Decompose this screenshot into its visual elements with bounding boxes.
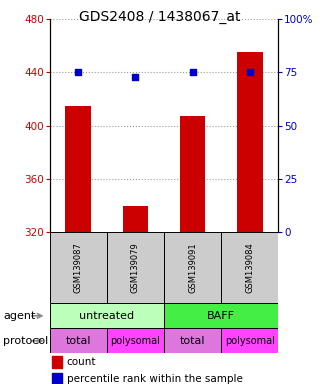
Text: polysomal: polysomal bbox=[225, 336, 275, 346]
Text: GSM139091: GSM139091 bbox=[188, 243, 197, 293]
Bar bbox=[50, 328, 107, 353]
Text: protocol: protocol bbox=[3, 336, 48, 346]
Bar bbox=[221, 328, 278, 353]
Bar bbox=[65, 106, 91, 232]
Bar bbox=[164, 303, 278, 328]
Bar bbox=[221, 232, 278, 303]
Text: total: total bbox=[180, 336, 205, 346]
Bar bbox=[107, 328, 164, 353]
Text: GSM139084: GSM139084 bbox=[245, 242, 254, 293]
Bar bbox=[52, 373, 62, 384]
Text: untreated: untreated bbox=[79, 311, 134, 321]
Text: GDS2408 / 1438067_at: GDS2408 / 1438067_at bbox=[79, 10, 241, 23]
Text: BAFF: BAFF bbox=[207, 311, 235, 321]
Text: percentile rank within the sample: percentile rank within the sample bbox=[67, 374, 243, 384]
Bar bbox=[107, 232, 164, 303]
Point bbox=[133, 74, 138, 80]
Bar bbox=[123, 206, 148, 232]
Point bbox=[190, 70, 195, 76]
Point bbox=[247, 70, 252, 76]
Text: polysomal: polysomal bbox=[110, 336, 160, 346]
Bar bbox=[52, 356, 62, 368]
Bar bbox=[164, 232, 221, 303]
Point bbox=[76, 70, 81, 76]
Bar bbox=[237, 53, 263, 232]
Text: total: total bbox=[66, 336, 91, 346]
Text: GSM139087: GSM139087 bbox=[74, 242, 83, 293]
Text: count: count bbox=[67, 357, 96, 367]
Bar bbox=[50, 303, 164, 328]
Bar bbox=[180, 116, 205, 232]
Text: GSM139079: GSM139079 bbox=[131, 242, 140, 293]
Text: agent: agent bbox=[3, 311, 36, 321]
Bar bbox=[164, 328, 221, 353]
Bar bbox=[50, 232, 107, 303]
